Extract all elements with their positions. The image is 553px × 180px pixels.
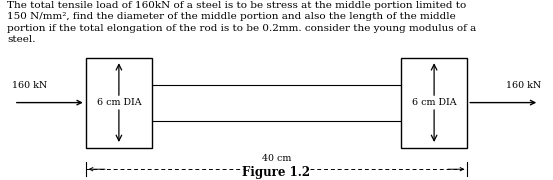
Bar [86,58,152,148]
Bar [401,58,467,148]
Text: 6 cm DIA: 6 cm DIA [97,98,141,107]
Text: 160 kN: 160 kN [12,81,48,90]
Text: The total tensile load of 160kN of a steel is to be stress at the middle portion: The total tensile load of 160kN of a ste… [7,1,477,44]
Text: 160 kN: 160 kN [505,81,541,90]
Text: 6 cm DIA: 6 cm DIA [412,98,456,107]
Text: 40 cm: 40 cm [262,154,291,163]
Text: Figure 1.2: Figure 1.2 [242,166,311,179]
